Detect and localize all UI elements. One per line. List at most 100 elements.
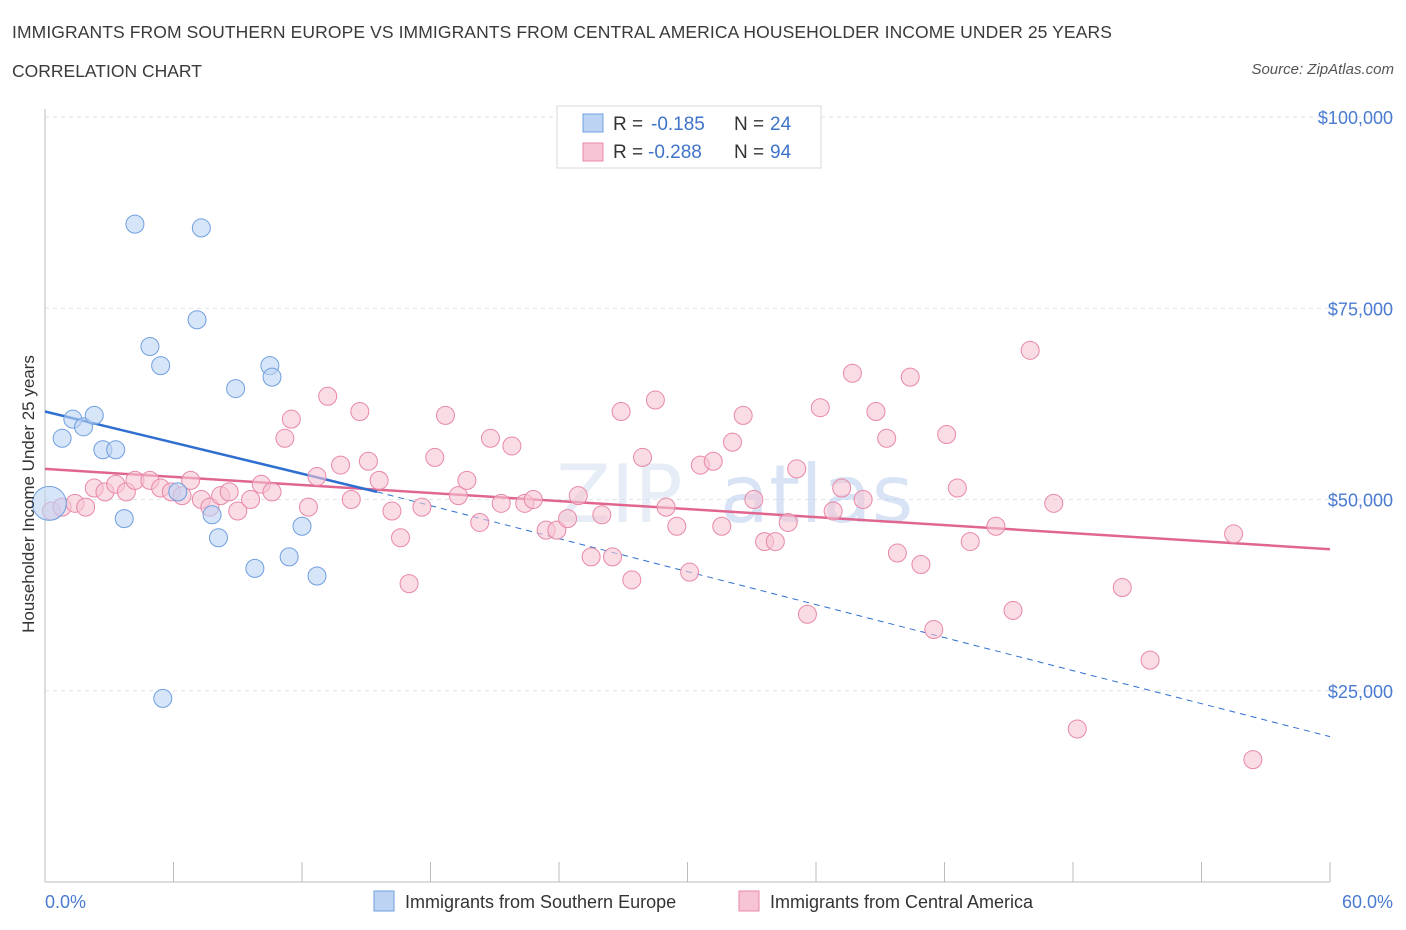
point-central-america-24	[298, 497, 318, 517]
point-central-america-54	[622, 570, 642, 590]
point-central-america-36	[425, 447, 445, 467]
point-southern-europe-22	[292, 516, 312, 536]
point-central-america-65	[744, 490, 764, 509]
point-central-america-19	[241, 490, 261, 509]
point-central-america-89	[1067, 719, 1087, 739]
gridlines	[45, 116, 1395, 692]
stats-box: R = -0.185 N = 24 R = -0.288 N = 94	[556, 105, 822, 169]
point-southern-europe-13	[191, 218, 211, 238]
y-tick-label-3: $25,000	[1328, 682, 1393, 702]
point-southern-europe-17	[226, 379, 246, 399]
y-tick-label-1: $75,000	[1328, 299, 1393, 319]
point-southern-europe-7	[114, 509, 134, 529]
legend: Immigrants from Southern Europe Immigran…	[373, 890, 1034, 912]
stats-pink-swatch	[582, 142, 604, 162]
point-central-america-35	[412, 497, 432, 517]
point-central-america-53	[611, 402, 631, 422]
point-southern-europe-6	[106, 440, 126, 460]
point-central-america-27	[331, 455, 351, 475]
point-central-america-30	[358, 451, 378, 471]
series-southern-europe-points	[31, 214, 327, 708]
point-central-america-74	[842, 363, 862, 383]
point-central-america-55	[633, 447, 653, 467]
point-central-america-18	[228, 501, 248, 521]
point-central-america-29	[350, 402, 370, 422]
point-central-america-69	[787, 459, 807, 479]
point-southern-europe-0	[31, 485, 67, 521]
point-central-america-63	[722, 432, 742, 452]
point-southern-europe-9	[140, 337, 160, 356]
point-central-america-26	[318, 386, 338, 406]
point-central-america-76	[866, 402, 886, 422]
stats-pink-r-value: -0.288	[648, 142, 702, 163]
point-central-america-67	[765, 532, 785, 552]
point-central-america-81	[924, 620, 944, 640]
point-central-america-91	[1140, 650, 1160, 670]
chart-title: IMMIGRANTS FROM SOUTHERN EUROPE VS IMMIG…	[12, 22, 1112, 42]
y-tick-labels: $100,000 $75,000 $50,000 $25,000	[1318, 108, 1393, 702]
point-central-america-77	[877, 428, 897, 448]
point-southern-europe-8	[125, 214, 145, 234]
point-central-america-70	[797, 604, 817, 624]
point-central-america-90	[1112, 577, 1132, 597]
series-central-america-points	[41, 340, 1263, 770]
point-central-america-84	[960, 532, 980, 552]
point-southern-europe-16	[208, 528, 228, 548]
point-central-america-78	[887, 543, 907, 563]
point-southern-europe-10	[151, 356, 171, 376]
point-central-america-86	[1003, 600, 1023, 620]
stats-pink-n-value: 94	[770, 142, 792, 163]
point-central-america-39	[457, 470, 477, 490]
point-central-america-49	[568, 486, 588, 506]
point-central-america-51	[592, 505, 612, 525]
legend-item-central-america[interactable]: Immigrants from Central America	[738, 890, 1034, 912]
point-southern-europe-21	[279, 547, 299, 567]
point-central-america-23	[281, 409, 301, 429]
source-label: Source: ZipAtlas.com	[1251, 61, 1394, 78]
point-central-america-85	[986, 516, 1006, 536]
point-central-america-58	[667, 516, 687, 536]
point-central-america-75	[853, 490, 873, 509]
legend-swatch-southern-europe	[373, 890, 395, 912]
point-southern-europe-12	[168, 482, 188, 502]
point-central-america-50	[581, 547, 601, 567]
point-central-america-93	[1243, 750, 1263, 770]
stats-blue-r-label: R =	[613, 114, 643, 135]
point-central-america-38	[448, 486, 468, 506]
stats-blue-r-value: -0.185	[651, 114, 705, 135]
point-central-america-22	[275, 428, 295, 448]
point-central-america-31	[369, 470, 389, 490]
legend-label-central-america: Immigrants from Central America	[770, 892, 1034, 912]
stats-blue-swatch	[582, 113, 604, 133]
point-central-america-79	[900, 367, 920, 387]
point-central-america-25	[307, 467, 327, 487]
x-tick-label-1: 60.0%	[1342, 892, 1393, 912]
point-southern-europe-14	[187, 310, 207, 330]
point-central-america-56	[645, 390, 665, 410]
point-central-america-68	[778, 512, 798, 532]
point-central-america-72	[823, 501, 843, 521]
point-central-america-71	[810, 398, 830, 418]
point-central-america-42	[491, 493, 511, 513]
legend-swatch-central-america	[738, 890, 760, 912]
point-central-america-32	[382, 501, 402, 521]
point-central-america-59	[680, 562, 700, 582]
point-central-america-73	[832, 478, 852, 498]
point-central-america-57	[656, 497, 676, 517]
point-central-america-92	[1224, 524, 1244, 544]
point-central-america-13	[181, 470, 201, 490]
point-central-america-64	[733, 405, 753, 425]
stats-blue-n-label: N =	[734, 114, 764, 135]
y-axis-label: Householder Income Under 25 years	[19, 355, 38, 633]
point-central-america-17	[219, 482, 239, 502]
point-southern-europe-20	[262, 367, 282, 387]
legend-item-southern-europe[interactable]: Immigrants from Southern Europe	[373, 890, 676, 912]
point-central-america-41	[480, 428, 500, 448]
point-central-america-88	[1044, 493, 1064, 513]
point-southern-europe-15	[202, 505, 222, 525]
point-central-america-48	[558, 509, 578, 529]
axes	[44, 109, 1331, 883]
stats-pink-n-label: N =	[734, 142, 764, 163]
point-southern-europe-4	[84, 405, 104, 425]
